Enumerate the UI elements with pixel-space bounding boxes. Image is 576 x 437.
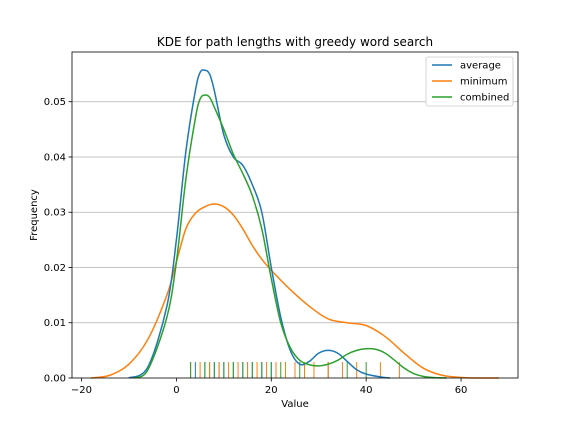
y-tick-label: 0.02 — [44, 263, 66, 274]
y-tick-label: 0.03 — [44, 208, 66, 219]
y-axis-label: Frequency — [29, 189, 40, 241]
kde-curve-combined — [133, 94, 447, 379]
legend-label-average: average — [460, 61, 501, 72]
y-tick-label: 0.00 — [44, 374, 66, 385]
plot-frame — [71, 51, 519, 379]
x-axis-label: Value — [281, 399, 308, 410]
chart-title: KDE for path lengths with greedy word se… — [157, 35, 433, 49]
kde-curve-average — [128, 69, 390, 379]
x-tick-label: 60 — [455, 385, 468, 396]
x-tick-label: 40 — [360, 385, 373, 396]
grid-lines — [72, 101, 518, 324]
y-tick-label: 0.01 — [44, 318, 66, 329]
x-tick-label: −20 — [71, 385, 92, 396]
legend-label-combined: combined — [460, 93, 509, 104]
rug-minimum — [190, 362, 400, 378]
x-tick-label: 20 — [265, 385, 278, 396]
legend-label-minimum: minimum — [460, 77, 507, 88]
y-tick-label: 0.05 — [44, 97, 66, 108]
legend: average minimum combined — [425, 56, 514, 107]
x-tick-label: 0 — [173, 385, 179, 396]
y-tick-label: 0.04 — [44, 152, 66, 163]
legend-box — [425, 56, 514, 107]
kde-curves — [90, 69, 500, 379]
kde-curve-minimum — [90, 203, 500, 379]
rug-combined — [190, 362, 367, 378]
axis-ticks: 0.00 0.01 0.02 0.03 0.04 0.05 −20 0 20 40 60 — [44, 97, 468, 396]
rug-marks — [190, 362, 400, 378]
